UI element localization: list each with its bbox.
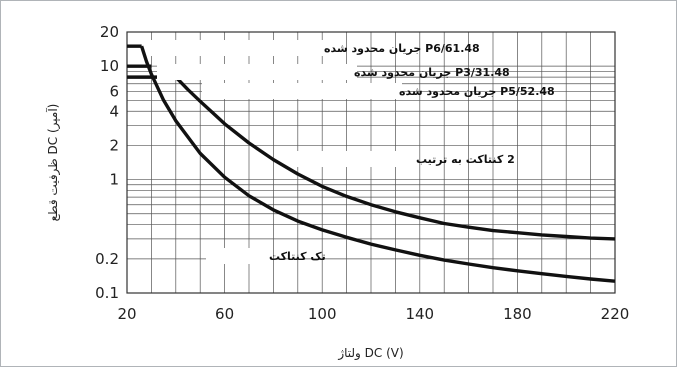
x-tick-label: 60 <box>215 305 234 323</box>
x-axis-label: ولتاژ DC (V) <box>337 346 403 361</box>
plot-border <box>126 31 616 294</box>
series-line <box>139 45 616 283</box>
y-tick-label: 6 <box>109 82 119 100</box>
y-tick-label: 0.1 <box>95 284 119 302</box>
y-tick-label: 0.2 <box>95 250 119 268</box>
limit-label-p3-bg <box>157 64 357 80</box>
y-tick-label: 10 <box>100 57 119 75</box>
series-label-single-contact-bg <box>206 248 272 264</box>
limit-label-p5-bg <box>202 83 402 99</box>
x-tick-label: 100 <box>308 305 337 323</box>
x-tick-label: 140 <box>405 305 434 323</box>
limit-label-p6-bg <box>149 40 327 56</box>
tick-labels: 20 60 100 140 180 220 0.1 0.2 1 2 4 6 10 20 <box>95 23 629 323</box>
series-label-single-contact: تک کنتاکت <box>269 250 326 263</box>
y-tick-label: 20 <box>100 23 119 41</box>
x-tick-label: 180 <box>503 305 532 323</box>
annotations: 48.P6/61 جریان محدود شده 48.P3/31 جریان م… <box>149 40 555 264</box>
x-tick-label: 220 <box>601 305 630 323</box>
x-tick-label: 20 <box>117 305 136 323</box>
y-axis-label: ظرفیت قطع DC (آمپر) <box>45 104 61 222</box>
y-tick-label: 4 <box>109 102 119 120</box>
y-tick-label: 1 <box>109 171 119 189</box>
series-line <box>174 75 616 241</box>
limit-label-p3: 48.P3/31 جریان محدود شده <box>354 66 510 79</box>
series-label-2-contacts-bg <box>297 151 419 167</box>
limit-label-p5: 48.P5/52 جریان محدود شده <box>399 85 555 98</box>
series-label-2-contacts: 2 کنتاکت به ترتیب <box>416 153 515 166</box>
y-tick-label: 2 <box>109 136 119 154</box>
limit-label-p6: 48.P6/61 جریان محدود شده <box>324 42 480 55</box>
